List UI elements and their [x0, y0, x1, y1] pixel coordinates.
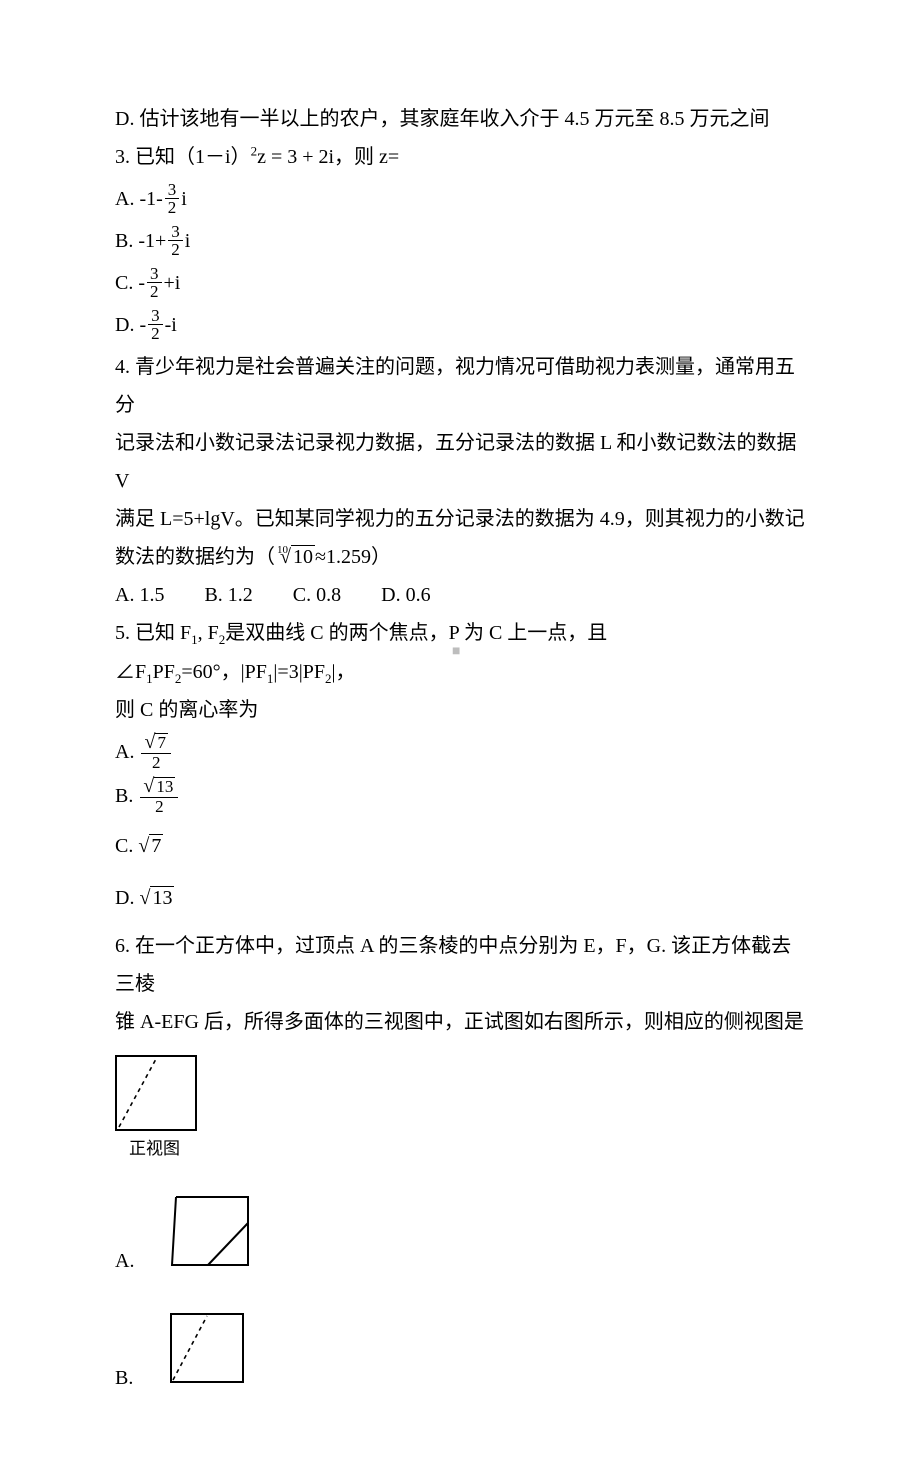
- q6-opt-a-row: A.: [115, 1191, 810, 1284]
- q5-b-num: √13: [140, 776, 178, 797]
- q3-a-frac: 32: [165, 181, 180, 216]
- q3-b-pre: B. -1+: [115, 230, 166, 252]
- q3-a-post: i: [181, 188, 187, 210]
- q6-l2: 锥 A-EFG 后，所得多面体的三视图中，正试图如右图所示，则相应的侧视图是: [115, 1003, 810, 1041]
- front-view-dashed-line-icon: [117, 1057, 195, 1129]
- q3-opt-c: C. -32+i: [115, 264, 810, 302]
- q3-d-den: 2: [148, 324, 163, 342]
- q4-l4-post: ≈1.259）: [315, 546, 391, 568]
- q3-opt-d: D. -32-i: [115, 306, 810, 344]
- q3-c-post: +i: [164, 272, 181, 294]
- q3-a-pre: A. -1-: [115, 188, 163, 210]
- q3-stem: 3. 已知（1－i）2z = 3 + 2i，则 z=: [115, 138, 810, 176]
- prev-option-d: D. 估计该地有一半以上的农户，其家庭年收入介于 4.5 万元至 8.5 万元之…: [115, 100, 810, 138]
- q4-opt-a: A. 1.5: [115, 576, 164, 614]
- q5-opt-d: D. √13: [115, 879, 810, 917]
- q5-opt-b: B. √132: [115, 777, 810, 817]
- q5-d-sqrt: √13: [139, 879, 174, 917]
- q3-d-frac: 32: [148, 307, 163, 342]
- q3-b-num: 3: [168, 223, 183, 240]
- q4-l2: 记录法和小数记录法记录视力数据，五分记录法的数据 L 和小数记数法的数据 V: [115, 424, 810, 500]
- q6-opt-a-label: A.: [115, 1242, 134, 1284]
- q4-opt-c: C. 0.8: [293, 576, 341, 614]
- q3-c-den: 2: [147, 282, 162, 300]
- front-view-caption: 正视图: [115, 1133, 810, 1165]
- q3-c-num: 3: [147, 265, 162, 282]
- q4-l3: 满足 L=5+lgV。已知某同学视力的五分记录法的数据为 4.9，则其视力的小数…: [115, 500, 810, 538]
- opt-b-square-icon: [163, 1310, 249, 1388]
- q6-l1: 6. 在一个正方体中，过顶点 A 的三条棱的中点分别为 E，F，G. 该正方体截…: [115, 927, 810, 1003]
- q5-l1-g: |，: [331, 661, 355, 683]
- q3-b-frac: 32: [168, 223, 183, 258]
- q6-opt-a-figure: [164, 1191, 252, 1284]
- q6-opt-b-figure: [163, 1310, 249, 1401]
- q6-front-view-figure: 正视图: [115, 1055, 810, 1165]
- q3-d-pre: D. -: [115, 314, 146, 336]
- q5-b-sqrt-arg: 13: [154, 777, 175, 797]
- q5-d-pre: D.: [115, 887, 139, 909]
- q5-l1-a: 5. 已知 F: [115, 622, 191, 644]
- q4-l1: 4. 青少年视力是社会普遍关注的问题，视力情况可借助视力表测量，通常用五分: [115, 348, 810, 424]
- q3-c-pre: C. -: [115, 272, 145, 294]
- q3-b-den: 2: [168, 240, 183, 258]
- q4-l4-pre: 数法的数据约为（: [115, 546, 275, 568]
- q5-l1-f: |=3|PF: [273, 661, 325, 683]
- q4-opt-b: B. 1.2: [204, 576, 252, 614]
- q5-a-frac: √72: [141, 732, 170, 771]
- q4-opt-d: D. 0.6: [381, 576, 430, 614]
- q3-a-den: 2: [165, 198, 180, 216]
- q5-c-sqrt: √7: [138, 827, 163, 865]
- q3-d-num: 3: [148, 307, 163, 324]
- q5-a-pre: A.: [115, 741, 139, 763]
- q5-opt-a: A. √72: [115, 733, 810, 773]
- q4-l4: 数法的数据约为（ 10√10≈1.259）: [115, 538, 810, 576]
- q5-l1-b: , F: [198, 622, 219, 644]
- q5-l1-e: =60°，|PF: [181, 661, 267, 683]
- q3-b-post: i: [185, 230, 191, 252]
- q5-b-pre: B.: [115, 785, 138, 807]
- q5-a-den: 2: [141, 753, 170, 771]
- q3-c-frac: 32: [147, 265, 162, 300]
- opt-a-square-icon: [164, 1191, 252, 1271]
- q5-d-arg: 13: [150, 886, 174, 909]
- q5-a-sqrt-arg: 7: [155, 733, 168, 753]
- q4-options: A. 1.5 B. 1.2 C. 0.8 D. 0.6: [115, 576, 810, 614]
- q5-l1-d: PF: [153, 661, 175, 683]
- q5-l1: 5. 已知 F1, F2是双曲线 C 的两个焦点，P 为 C 上一点，且∠F1P…: [115, 614, 810, 691]
- q3-stem-suffix: z = 3 + 2i，则 z=: [257, 146, 399, 168]
- q6-opt-b-row: B.: [115, 1310, 810, 1401]
- front-view-square: [115, 1055, 197, 1131]
- q5-a-num: √7: [141, 732, 170, 753]
- q5-l2: 则 C 的离心率为: [115, 691, 810, 729]
- q5-opt-c: C. √7: [115, 827, 810, 865]
- q3-d-post: -i: [165, 314, 177, 336]
- q4-root-arg: 10: [291, 545, 315, 568]
- q5-c-pre: C.: [115, 835, 138, 857]
- q3-a-num: 3: [165, 181, 180, 198]
- q3-opt-a: A. -1-32i: [115, 180, 810, 218]
- q5-c-arg: 7: [149, 834, 163, 857]
- q5-b-den: 2: [140, 797, 178, 815]
- q5-b-frac: √132: [140, 776, 178, 815]
- q3-opt-b: B. -1+32i: [115, 222, 810, 260]
- watermark-icon: ■: [452, 644, 460, 660]
- q6-opt-b-label: B.: [115, 1359, 133, 1401]
- q3-stem-prefix: 3. 已知（1－i）: [115, 146, 251, 168]
- q4-root: √10: [280, 538, 315, 576]
